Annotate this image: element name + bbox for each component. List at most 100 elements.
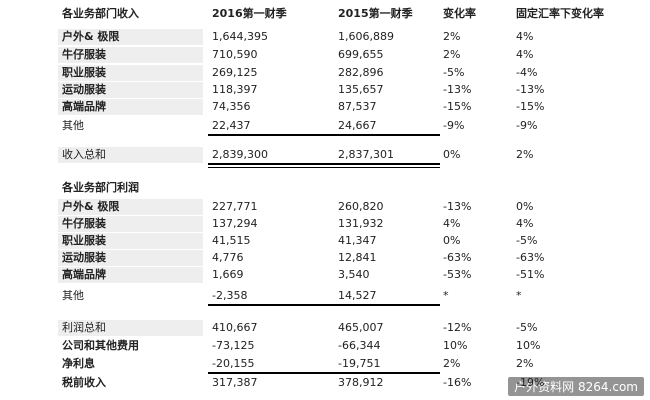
row-label: 牛仔服装 (62, 217, 106, 230)
row-label: 运动服装 (62, 251, 106, 264)
cell-value: 2% (516, 148, 534, 161)
cell-value: 10% (516, 339, 541, 352)
cell-value: -15% (443, 100, 472, 113)
cell-value: 12,841 (338, 251, 377, 264)
cell-value: -5% (516, 234, 538, 247)
cell-value: 4% (516, 217, 534, 230)
row-shade (58, 199, 203, 215)
underline (208, 372, 440, 374)
cell-value: 0% (516, 200, 534, 213)
cell-value: 24,667 (338, 119, 377, 132)
watermark-domain: 8264.com (578, 380, 638, 394)
cell-value: 74,356 (212, 100, 251, 113)
row-shade (58, 147, 203, 163)
cell-value: -4% (516, 66, 538, 79)
row-label: 职业服装 (62, 66, 106, 79)
row-label: 其他 (62, 289, 84, 302)
watermark: 户外资料网 8264.com (508, 377, 644, 396)
row-shade (58, 250, 203, 266)
row-shade (58, 267, 203, 283)
watermark-site: 户外资料网 (514, 380, 575, 394)
cell-value: * (516, 289, 522, 302)
cell-value: 4% (443, 217, 461, 230)
cell-value: 410,667 (212, 321, 258, 334)
row-label: 运动服装 (62, 83, 106, 96)
row-label: 职业服装 (62, 234, 106, 247)
row-shade (58, 65, 203, 81)
cell-value: -5% (443, 66, 465, 79)
cell-value: -73,125 (212, 339, 255, 352)
cell-value: 0% (443, 148, 461, 161)
cell-value: -63% (516, 251, 545, 264)
cell-value: -66,344 (338, 339, 381, 352)
cell-value: -13% (516, 83, 545, 96)
cell-value: -15% (516, 100, 545, 113)
cell-value: 4,776 (212, 251, 244, 264)
cell-value: 1,644,395 (212, 30, 268, 43)
cell-value: 118,397 (212, 83, 258, 96)
cell-value: -53% (443, 268, 472, 281)
header-cell: 变化率 (443, 7, 476, 20)
cell-value: 260,820 (338, 200, 384, 213)
cell-value: 227,771 (212, 200, 258, 213)
cell-value: -20,155 (212, 357, 255, 370)
header-cell: 2015第一财季 (338, 7, 413, 20)
cell-value: -13% (443, 200, 472, 213)
cell-value: 2% (443, 48, 461, 61)
cell-value: -9% (516, 119, 538, 132)
cell-value: -13% (443, 83, 472, 96)
underline (208, 304, 440, 306)
cell-value: -19% (516, 376, 545, 389)
row-shade (58, 216, 203, 232)
row-shade (58, 47, 203, 63)
cell-value: -16% (443, 376, 472, 389)
cell-value: 699,655 (338, 48, 384, 61)
row-label: 高端品牌 (62, 268, 106, 281)
row-label: 利润总和 (62, 321, 106, 334)
cell-value: 2% (443, 357, 461, 370)
cell-value: -2,358 (212, 289, 248, 302)
cell-value: 14,527 (338, 289, 377, 302)
cell-value: 22,437 (212, 119, 251, 132)
cell-value: 378,912 (338, 376, 384, 389)
cell-value: 4% (516, 48, 534, 61)
row-label: 净利息 (62, 357, 95, 370)
row-label: 户外& 极限 (62, 30, 120, 43)
header-cell: 各业务部门收入 (62, 7, 139, 20)
cell-value: 135,657 (338, 83, 384, 96)
underline (208, 163, 440, 165)
cell-value: * (443, 289, 449, 302)
row-label: 税前收入 (62, 376, 106, 389)
row-shade (58, 29, 203, 45)
row-label: 公司和其他费用 (62, 339, 139, 352)
cell-value: 87,537 (338, 100, 377, 113)
row-shade (58, 233, 203, 249)
cell-value: 465,007 (338, 321, 384, 334)
row-label: 户外& 极限 (62, 200, 120, 213)
cell-value: 1,606,889 (338, 30, 394, 43)
cell-value: 4% (516, 30, 534, 43)
cell-value: -12% (443, 321, 472, 334)
row-label: 高端品牌 (62, 100, 106, 113)
row-label: 其他 (62, 119, 84, 132)
cell-value: 2,837,301 (338, 148, 394, 161)
cell-value: 2% (443, 30, 461, 43)
underline (208, 167, 440, 168)
cell-value: 41,515 (212, 234, 251, 247)
cell-value: -9% (443, 119, 465, 132)
header-cell: 固定汇率下变化率 (516, 7, 604, 20)
cell-value: 2% (516, 357, 534, 370)
cell-value: 0% (443, 234, 461, 247)
cell-value: 137,294 (212, 217, 258, 230)
row-label: 收入总和 (62, 148, 106, 161)
cell-value: -63% (443, 251, 472, 264)
cell-value: -5% (516, 321, 538, 334)
cell-value: -19,751 (338, 357, 381, 370)
cell-value: 317,387 (212, 376, 258, 389)
row-shade (58, 82, 203, 98)
row-label: 牛仔服装 (62, 48, 106, 61)
row-shade (58, 99, 203, 115)
cell-value: 10% (443, 339, 468, 352)
cell-value: 131,932 (338, 217, 384, 230)
